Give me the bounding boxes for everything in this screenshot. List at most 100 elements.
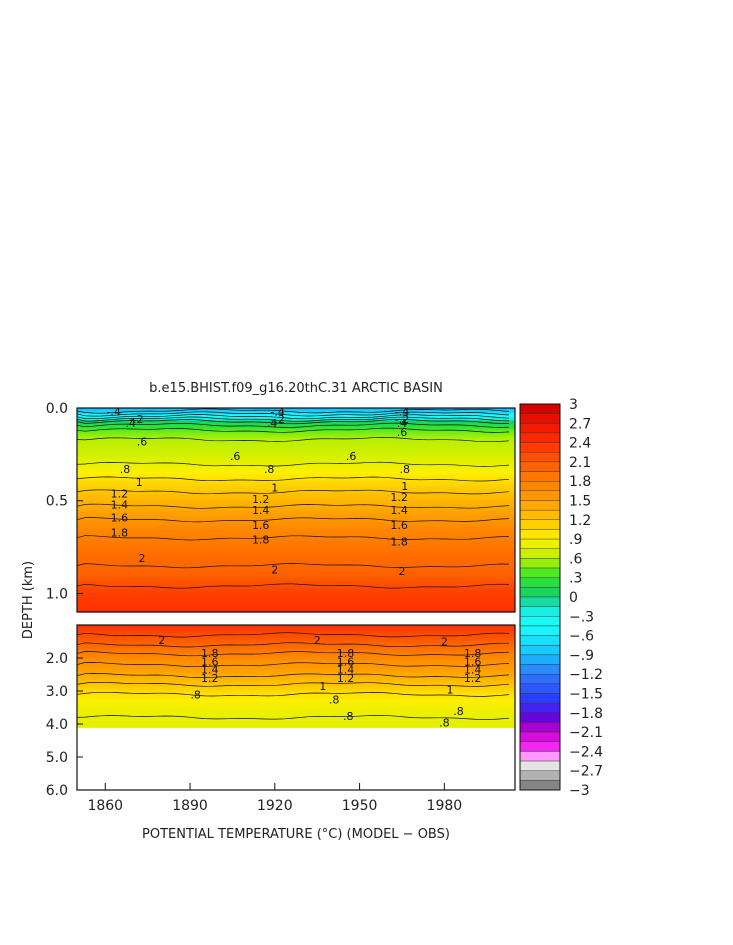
field-band	[77, 419, 515, 421]
colorbar: 3 2.7 2.4 2.1 1.8 1.5 1.2 .9 .6 .3 0 −.3 −.6 −.9 −1.2 −…	[519, 397, 603, 799]
field-band	[77, 554, 515, 556]
field-band	[77, 674, 515, 676]
colorbar-label: −1.2	[569, 667, 603, 683]
colorbar-label: 1.2	[569, 513, 591, 529]
field-band	[77, 680, 515, 682]
contour-label: 1.8	[252, 534, 270, 547]
field-band	[77, 488, 515, 490]
field-band	[77, 635, 515, 637]
field-band	[77, 408, 515, 410]
colorbar-swatch	[519, 635, 561, 646]
contour-label: 2	[314, 634, 321, 647]
contour-line	[76, 408, 510, 414]
contour-label: 2	[139, 552, 146, 565]
field-band	[77, 659, 515, 661]
field-band	[77, 525, 515, 527]
field-band	[77, 666, 515, 668]
contour-line	[76, 681, 510, 687]
field-band	[77, 482, 515, 484]
colorbar-swatch	[519, 529, 561, 540]
field-band	[77, 705, 515, 707]
field-band	[77, 446, 515, 448]
field-band	[77, 577, 515, 579]
colorbar-swatch	[519, 625, 561, 636]
colorbar-swatch	[519, 452, 561, 463]
field-band	[77, 434, 515, 436]
field-band	[77, 467, 515, 469]
field-band	[77, 670, 515, 672]
field-band	[77, 557, 515, 559]
contour-line	[76, 535, 510, 541]
field-band	[77, 627, 515, 629]
upper-panel: -.4 -.4 -.4-.2 -.2 -.2.4.4.4.6.6.6.6.8.8.81 1…	[46, 401, 516, 613]
colorbar-swatch	[519, 587, 561, 598]
contour-line	[76, 489, 510, 495]
contour-label: -.4	[395, 406, 409, 419]
contour-label: -.2	[270, 413, 284, 426]
field-band	[77, 451, 515, 453]
colorbar-swatch	[519, 616, 561, 627]
field-band	[77, 436, 515, 438]
x-tick-label: 1950	[342, 798, 378, 814]
contour-line	[76, 662, 510, 668]
colorbar-swatch	[519, 509, 561, 520]
contour-label: .4	[125, 417, 136, 430]
y-tick-label: 0.0	[46, 401, 68, 417]
field-band	[77, 426, 515, 428]
field-band	[77, 559, 515, 561]
field-band	[77, 712, 515, 714]
field-band	[77, 698, 515, 700]
field-band	[77, 646, 515, 648]
field-band	[77, 645, 515, 647]
field-band	[77, 648, 515, 650]
field-band	[77, 700, 515, 702]
field-band	[77, 605, 515, 607]
colorbar-swatch	[519, 538, 561, 549]
field-band	[77, 591, 515, 593]
y-tick-label: 2.0	[46, 651, 68, 667]
contour-label: .8	[400, 463, 411, 476]
field-band	[77, 726, 515, 728]
field-band	[77, 486, 515, 488]
contour-label: .6	[230, 450, 241, 463]
field-band	[77, 702, 515, 704]
field-band	[77, 455, 515, 457]
contour-label: .4	[267, 417, 278, 430]
field-band	[77, 706, 515, 708]
y-tick-label: 0.5	[46, 494, 68, 510]
field-band	[77, 704, 515, 706]
field-band	[77, 672, 515, 674]
field-band	[77, 684, 515, 686]
contour-line	[76, 715, 510, 720]
field-band	[77, 677, 515, 679]
field-band	[77, 685, 515, 687]
contour-label: 1.2	[201, 672, 219, 685]
field-band	[77, 658, 515, 660]
y-tick-label: 1.0	[46, 586, 68, 602]
field-band	[77, 576, 515, 578]
contour-label: .4	[397, 417, 408, 430]
field-band	[77, 441, 515, 443]
field-band	[77, 552, 515, 554]
field-band	[77, 601, 515, 603]
field-band	[77, 496, 515, 498]
field-band	[77, 581, 515, 583]
field-band	[77, 683, 515, 685]
field-band	[77, 536, 515, 538]
colorbar-label: 3	[569, 397, 578, 413]
colorbar-label: −2.7	[569, 764, 603, 780]
field-band	[77, 572, 515, 574]
field-band	[77, 473, 515, 475]
contour-label: .8	[120, 463, 131, 476]
field-band	[77, 602, 515, 604]
contour-line	[76, 416, 510, 422]
field-band	[77, 682, 515, 684]
field-band	[77, 580, 515, 582]
field-band	[77, 532, 515, 534]
contour-line	[76, 437, 510, 443]
contour-label: -.4	[270, 406, 284, 419]
field-band	[77, 549, 515, 551]
field-band	[77, 589, 515, 591]
field-band	[77, 543, 515, 545]
